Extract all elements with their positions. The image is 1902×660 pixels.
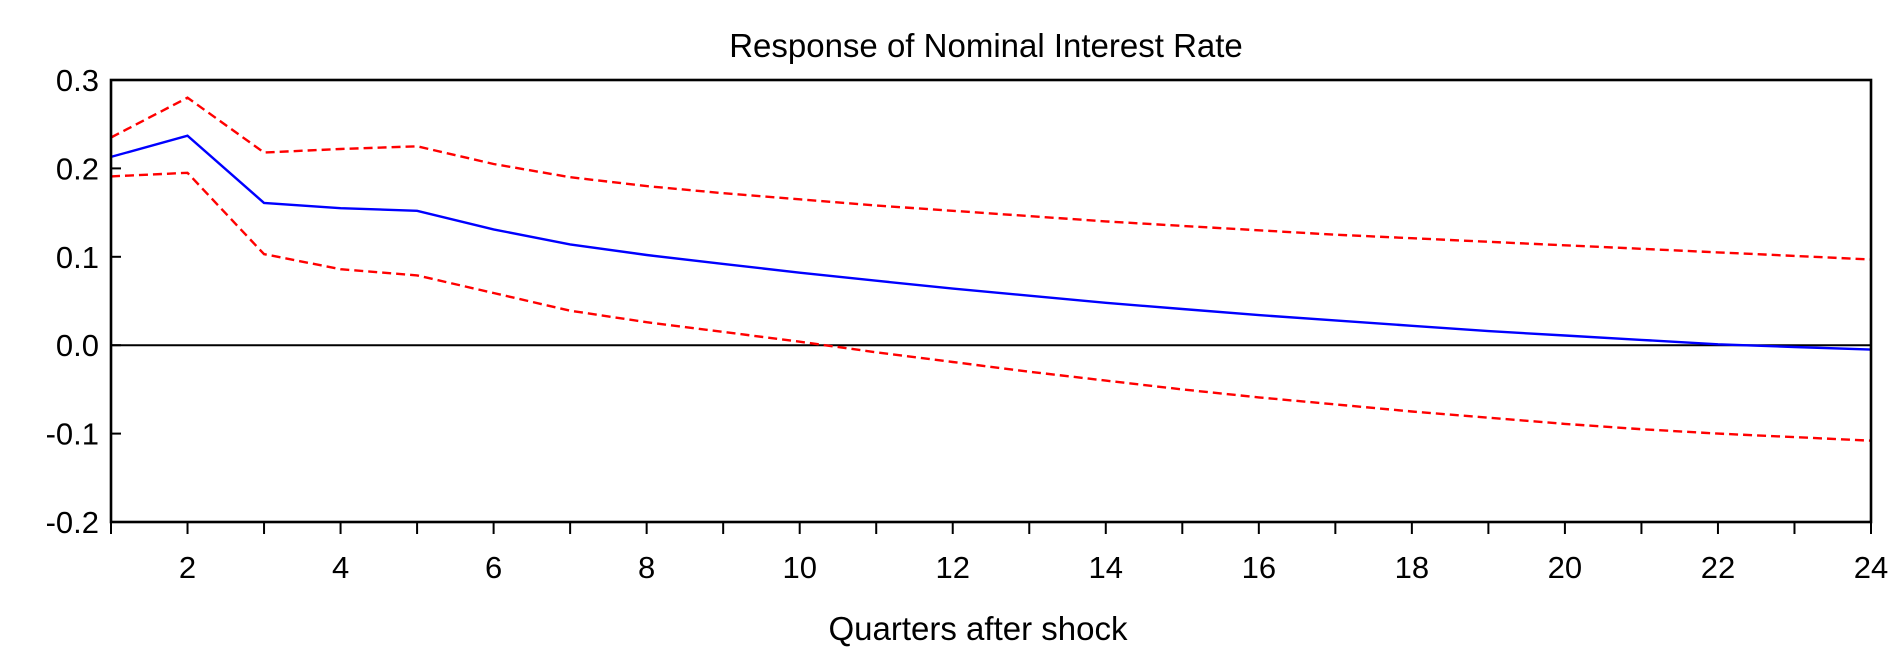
x-tick-label: 6 xyxy=(485,550,502,585)
x-tick-label: 2 xyxy=(179,550,196,585)
x-axis-label: Quarters after shock xyxy=(829,610,1128,647)
x-tick-label: 18 xyxy=(1395,550,1429,585)
x-tick-label: 16 xyxy=(1242,550,1276,585)
series-line-lower-band xyxy=(110,171,1872,442)
plot-area: 0.30.20.10.0-0.1-0.22 4 6 8 10 12 14 16 18 20 22 24 xyxy=(46,63,1889,585)
x-tick-label: 10 xyxy=(782,550,816,585)
y-tick-label: 0.2 xyxy=(56,151,99,186)
y-tick-label: 0.1 xyxy=(56,240,99,275)
x-tick-label: 20 xyxy=(1548,550,1582,585)
chart-title: Response of Nominal Interest Rate xyxy=(729,27,1243,64)
plot-frame xyxy=(109,78,1873,524)
x-tick-label: 4 xyxy=(332,550,349,585)
x-tick-label: 24 xyxy=(1854,550,1888,585)
y-tick-label: 0.0 xyxy=(56,328,99,363)
x-tick-label: 14 xyxy=(1089,550,1123,585)
y-tick-label: 0.3 xyxy=(56,63,99,98)
y-tick-label: -0.1 xyxy=(46,417,99,452)
x-tick-label: 22 xyxy=(1701,550,1735,585)
series-line-upper-band xyxy=(110,96,1872,261)
x-tick-label: 8 xyxy=(638,550,655,585)
y-tick-label: -0.2 xyxy=(46,505,99,540)
series-line-point-estimate xyxy=(110,134,1872,351)
x-tick-label: 12 xyxy=(935,550,969,585)
